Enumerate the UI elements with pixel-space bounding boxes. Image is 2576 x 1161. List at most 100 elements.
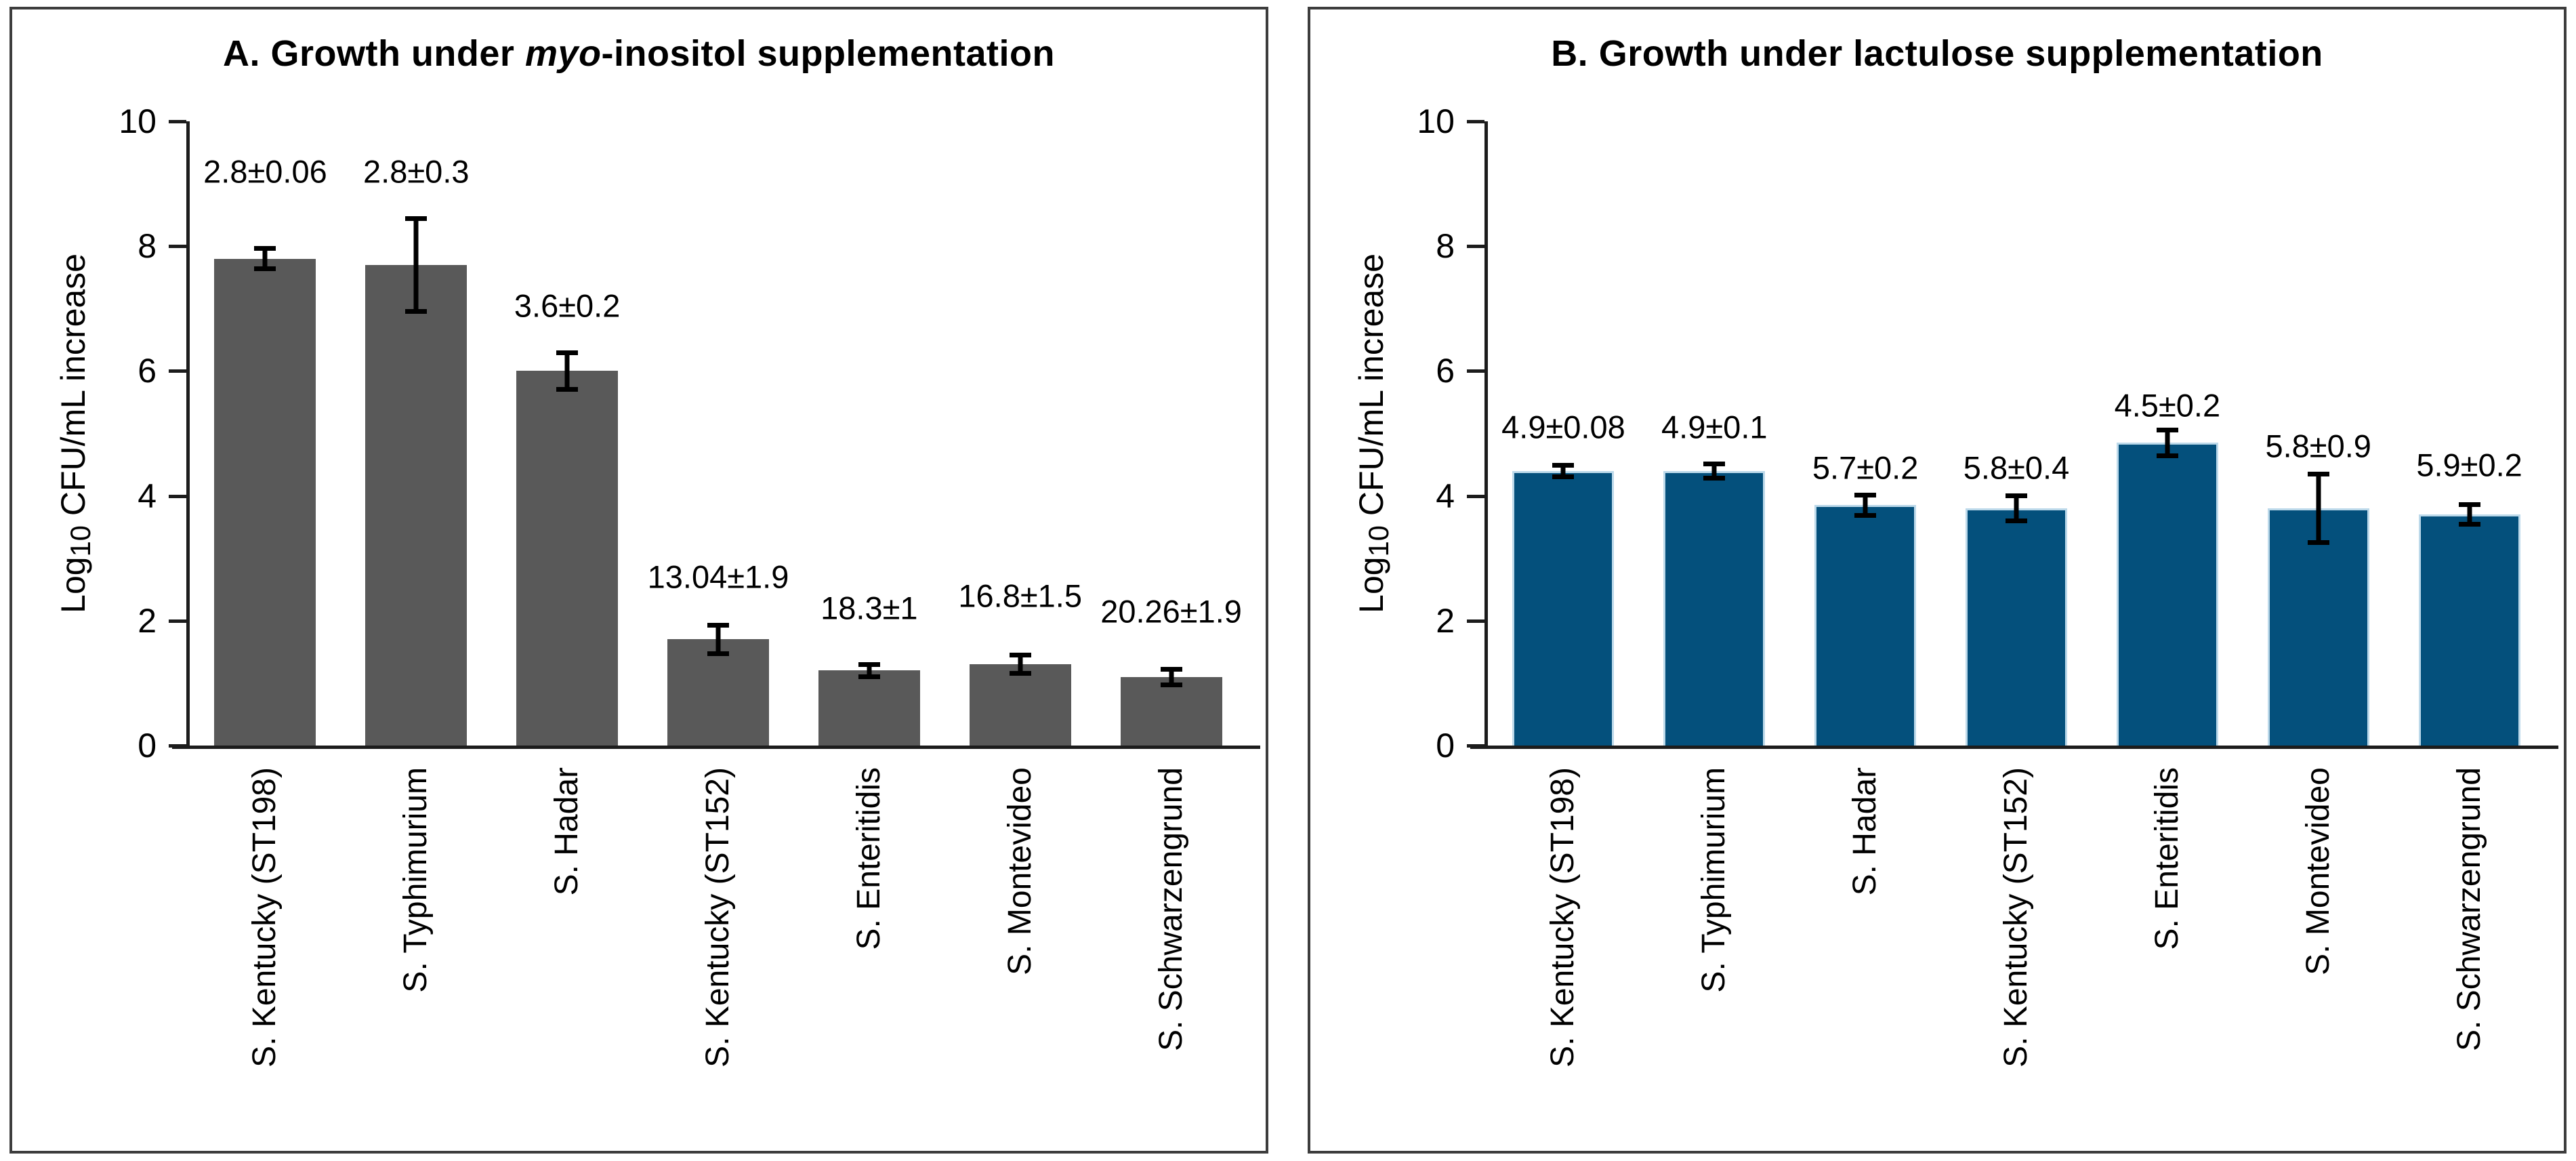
bar [2418, 514, 2520, 746]
bar [667, 639, 769, 746]
category-label: S. Schwarzengrund [1152, 767, 1189, 1051]
error-bar-cap-bottom [1160, 682, 1182, 687]
bar-data-label: 3.6±0.2 [514, 287, 621, 324]
error-bar-cap-bottom [2307, 539, 2329, 545]
chart-panel-a: A. Growth under myo-inositol supplementa… [9, 7, 1268, 1154]
category-label-slot: S. Kentucky (ST198) [1488, 767, 1639, 1137]
y-axis-title-text: Log10 CFU/mL increase [54, 253, 96, 613]
category-label: S. Hadar [1847, 767, 1884, 896]
bars-row: 4.9±0.08 4.9±0.1 5.7±0.2 5.8±0.4 4.5±0.2 5.8±… [1488, 121, 2545, 746]
error-bar [2165, 429, 2170, 456]
category-label-slot: S. Schwarzengrund [2394, 767, 2545, 1137]
y-tick-mark [1467, 494, 1484, 498]
error-bar-cap-top [2005, 493, 2027, 498]
y-axis-title-text: Log10 CFU/mL increase [1352, 253, 1394, 613]
bar-slot [190, 121, 341, 746]
bar-data-label: 2.8±0.3 [363, 153, 470, 190]
y-tick-mark [1467, 369, 1484, 373]
y-tick-label: 0 [1436, 727, 1455, 765]
bar-data-label: 16.8±1.5 [958, 577, 1083, 614]
y-axis-title: Log10 CFU/mL increase [1350, 121, 1397, 746]
y-axis-title-subscript: 10 [1363, 525, 1394, 557]
bar [1663, 470, 1766, 746]
y-tick-label: 8 [1436, 227, 1455, 266]
category-label-slot: S. Enteritidis [2092, 767, 2243, 1137]
bar-slot [1790, 121, 1941, 746]
y-tick-label: 0 [138, 727, 157, 765]
y-tick-mark [1467, 120, 1484, 123]
y-tick-mark [169, 744, 186, 748]
error-bar-cap-top [556, 350, 579, 355]
error-bar-cap-top [2458, 502, 2480, 508]
error-bar-cap-bottom [1703, 475, 1726, 481]
category-label: S. Kentucky (ST198) [247, 767, 283, 1067]
y-tick-mark [1467, 245, 1484, 249]
error-bar [1863, 494, 1868, 516]
error-bar-cap-top [1552, 462, 1575, 468]
error-bar [867, 664, 872, 677]
bar-data-label: 2.8±0.06 [203, 153, 327, 190]
error-bar-cap-top [1160, 666, 1182, 672]
error-bar-cap-bottom [2156, 453, 2178, 458]
y-tick-mark [1467, 744, 1484, 748]
bar-data-label: 18.3±1 [820, 590, 918, 626]
error-bar-cap-top [1009, 653, 1031, 658]
y-tick-mark [169, 494, 186, 498]
y-tick-label: 8 [138, 227, 157, 266]
category-label-slot: S. Enteritidis [793, 767, 944, 1137]
y-tick-mark [1467, 619, 1484, 623]
panel-title-text: A. Growth under [222, 33, 525, 74]
category-label: S. Montevideo [1001, 767, 1038, 975]
bar-data-label: 4.9±0.1 [1661, 409, 1768, 445]
error-bar-cap-top [858, 662, 880, 668]
bar-data-label: 13.04±1.9 [647, 558, 789, 595]
error-bar-cap-top [1854, 492, 1877, 497]
y-axis [1484, 121, 1488, 749]
error-bar-cap-bottom [556, 387, 579, 392]
bar [2267, 508, 2369, 746]
category-labels: S. Kentucky (ST198) S. Typhimurium S. Hada… [190, 767, 1247, 1137]
bar [1512, 470, 1615, 746]
error-bar [564, 352, 570, 390]
bar-slot [1941, 121, 2092, 746]
bar-slot [1488, 121, 1639, 746]
y-tick-mark [169, 120, 186, 123]
panel-title-text: B. Growth under lactulose supplementatio… [1551, 33, 2323, 74]
bar-data-label: 4.5±0.2 [2114, 387, 2221, 424]
category-label-slot: S. Hadar [492, 767, 643, 1137]
error-bar-cap-bottom [1854, 513, 1877, 518]
error-bar [2014, 495, 2019, 522]
category-label: S. Montevideo [2300, 767, 2336, 975]
error-bar-cap-bottom [707, 651, 729, 656]
bar-slot [2092, 121, 2243, 746]
chart-panel-b: B. Growth under lactulose supplementatio… [1308, 7, 2567, 1154]
panel-title: B. Growth under lactulose supplementatio… [1310, 33, 2564, 75]
bar-data-label: 20.26±1.9 [1100, 593, 1242, 630]
error-bar [413, 218, 419, 312]
bar-slot [2243, 121, 2394, 746]
bar [214, 258, 316, 746]
category-label: S. Enteritidis [2148, 767, 2185, 950]
panel-title-text: myo [524, 33, 602, 74]
category-label-slot: S. Kentucky (ST152) [1941, 767, 2092, 1137]
bar-data-label: 5.8±0.4 [1963, 449, 2070, 486]
error-bar [1711, 463, 1717, 478]
bar-data-label: 5.7±0.2 [1812, 449, 1919, 486]
x-axis [172, 746, 1260, 749]
category-label-slot: S. Typhimurium [1639, 767, 1790, 1137]
y-axis-title: Log10 CFU/mL increase [51, 121, 99, 746]
bar-slot [492, 121, 643, 746]
panel-title: A. Growth under myo-inositol supplementa… [12, 33, 1266, 75]
bar-slot [341, 121, 492, 746]
bar [365, 264, 468, 746]
y-tick-label: 4 [138, 476, 157, 515]
bar [1814, 505, 1917, 746]
error-bar-cap-top [405, 216, 428, 221]
category-label: S. Kentucky (ST152) [699, 767, 736, 1067]
bar-slot [944, 121, 1096, 746]
error-bar-cap-bottom [858, 674, 880, 679]
bar [1120, 676, 1222, 746]
error-bar [1169, 668, 1174, 685]
category-label: S. Enteritidis [850, 767, 887, 950]
bars-row: 2.8±0.06 2.8±0.3 3.6±0.2 13.04±1.9 18.3±1 16.… [190, 121, 1247, 746]
